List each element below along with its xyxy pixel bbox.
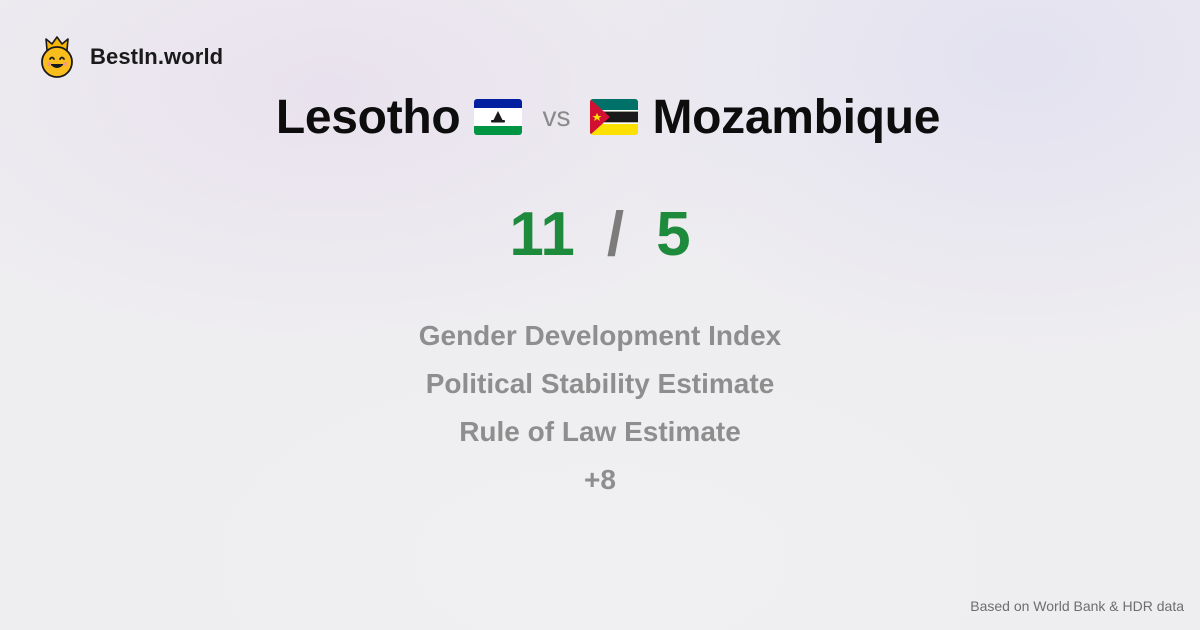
brand-name: BestIn.world — [90, 44, 224, 69]
crowned-smiley-icon — [41, 36, 73, 78]
lesotho-flag-icon — [474, 99, 523, 135]
left-country-name: Lesotho — [275, 90, 461, 144]
data-source-note: Based on World Bank & HDR data — [970, 598, 1184, 614]
metric-item: Political Stability Estimate — [425, 368, 775, 399]
metric-item: Gender Development Index — [418, 320, 782, 351]
right-score: 5 — [656, 199, 691, 269]
left-score: 11 — [509, 199, 575, 269]
comparison-title: Lesotho vs Mozambique — [0, 84, 1200, 150]
vs-label: vs — [542, 101, 571, 132]
brand-logo[interactable]: BestIn.world — [38, 36, 223, 78]
score-separator: / — [606, 199, 625, 269]
metric-item: Rule of Law Estimate — [459, 416, 741, 447]
right-country-name: Mozambique — [652, 90, 941, 144]
metrics-list: Gender Development Index Political Stabi… — [0, 312, 1200, 504]
mozambique-flag-icon — [590, 99, 639, 135]
more-metrics-count: +8 — [584, 464, 616, 495]
score-display: 11 / 5 — [0, 196, 1200, 272]
